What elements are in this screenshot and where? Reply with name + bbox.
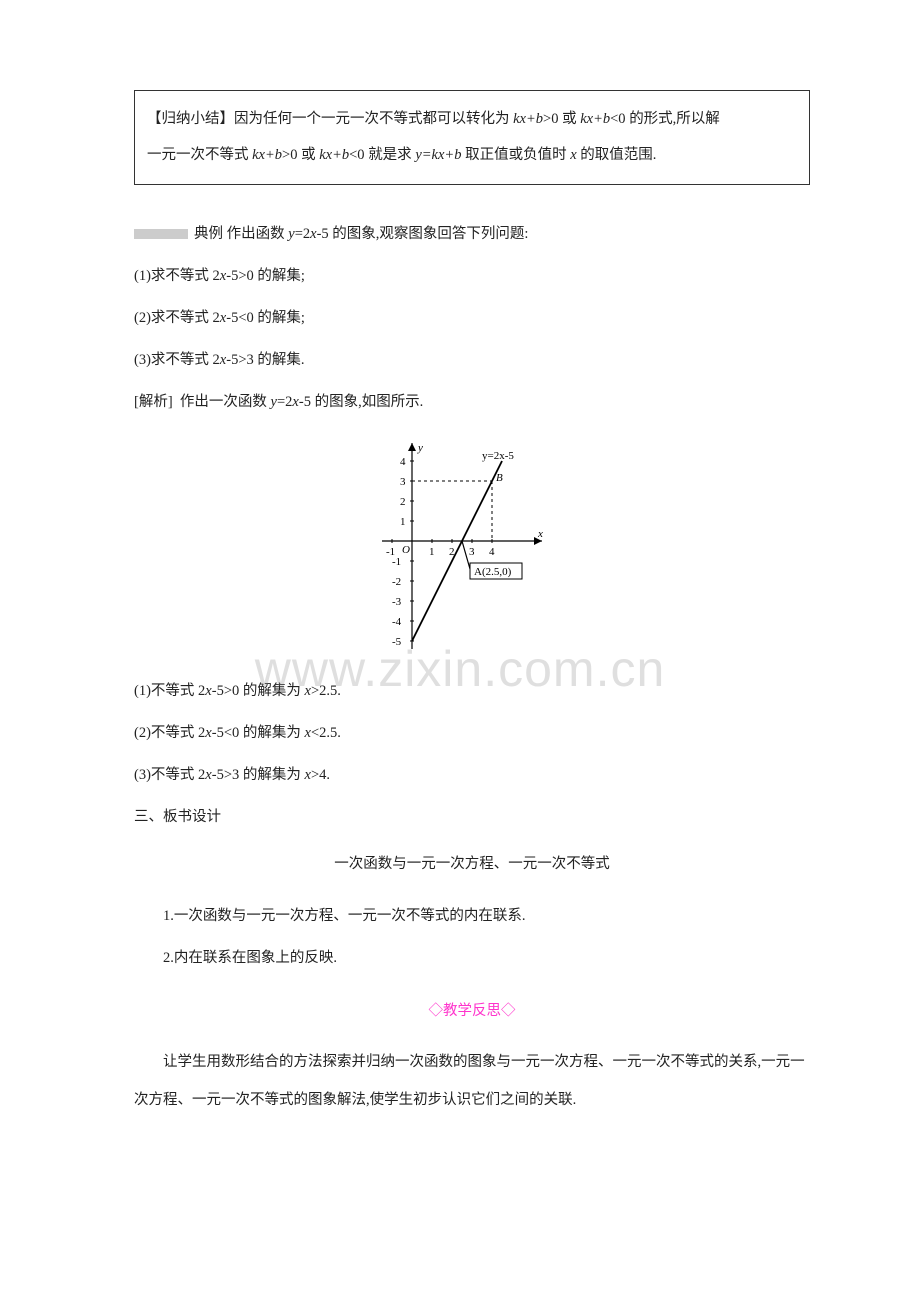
y-eq-kxb: y=kx+b: [415, 147, 461, 163]
bullet-2: 2.内在联系在图象上的反映.: [134, 937, 810, 979]
svg-text:x: x: [537, 528, 543, 540]
box-line2-mid: 就是求: [365, 147, 416, 163]
lt0-2: <0: [349, 147, 364, 163]
kx-b-3: kx+b: [252, 147, 282, 163]
summary-box: 【归纳小结】因为任何一个一元一次不等式都可以转化为 kx+b>0 或 kx+b<…: [134, 90, 810, 185]
svg-text:3: 3: [400, 476, 406, 488]
svg-text:-3: -3: [392, 596, 402, 608]
analysis-label: [解析]: [134, 394, 173, 410]
graph-container: -1 1 2 3 4 1 2 3 4 -1 -2 -3 -4 -5 O x y …: [134, 431, 810, 656]
svg-text:-1: -1: [392, 556, 401, 568]
bullet-1: 1.一次函数与一元一次方程、一元一次不等式的内在联系.: [134, 895, 810, 937]
lt0-1: <0: [610, 111, 625, 127]
box-line2-tail: 取正值或负值时: [461, 147, 570, 163]
kx-b-4: kx+b: [319, 147, 349, 163]
svg-text:2: 2: [400, 496, 406, 508]
kx-b-2: kx+b: [580, 111, 610, 127]
example-icon: [134, 229, 188, 239]
kx-b-1: kx+b: [513, 111, 543, 127]
analysis-line: [解析] 作出一次函数 y=2x-5 的图象,如图所示.: [134, 381, 810, 423]
section-3: 三、板书设计: [134, 796, 810, 838]
reflect-title: ◇教学反思◇: [134, 999, 810, 1020]
svg-text:-5: -5: [392, 636, 402, 648]
ans3: (3)不等式 2x-5>3 的解集为 x>4.: [134, 754, 810, 796]
box-line1-pre: 【归纳小结】因为任何一个一元一次不等式都可以转化为: [147, 111, 513, 127]
svg-text:y: y: [417, 442, 423, 454]
svg-text:B: B: [496, 472, 503, 484]
example-line: 典例 作出函数 y=2x-5 的图象,观察图象回答下列问题:: [134, 213, 810, 255]
example-fn: y: [288, 226, 294, 242]
example-prompt-pre: 作出函数: [223, 226, 288, 242]
box-line1-post: 的形式,所以解: [626, 111, 720, 127]
example-prompt-post: 的图象,观察图象回答下列问题:: [329, 226, 529, 242]
or-2: 或: [297, 147, 319, 163]
q1: (1)求不等式 2x-5>0 的解集;: [134, 255, 810, 297]
svg-text:y=2x-5: y=2x-5: [482, 450, 514, 462]
svg-text:A(2.5,0): A(2.5,0): [474, 566, 512, 578]
gt0-2: >0: [282, 147, 297, 163]
box-line2-end: 的取值范围.: [577, 147, 657, 163]
svg-text:1: 1: [400, 516, 406, 528]
gt0-1: >0: [543, 111, 558, 127]
center-title: 一次函数与一元一次方程、一元一次不等式: [134, 852, 810, 873]
svg-text:-2: -2: [392, 576, 401, 588]
reflect-body: 让学生用数形结合的方法探索并归纳一次函数的图象与一元一次方程、一元一次不等式的关…: [134, 1044, 810, 1119]
ans2: (2)不等式 2x-5<0 的解集为 x<2.5.: [134, 712, 810, 754]
q3: (3)求不等式 2x-5>3 的解集.: [134, 339, 810, 381]
svg-text:O: O: [402, 544, 410, 556]
svg-text:4: 4: [400, 456, 406, 468]
example-label: 典例: [194, 226, 223, 242]
or-1: 或: [558, 111, 580, 127]
function-graph: -1 1 2 3 4 1 2 3 4 -1 -2 -3 -4 -5 O x y …: [362, 431, 582, 651]
svg-text:1: 1: [429, 546, 435, 558]
q2: (2)求不等式 2x-5<0 的解集;: [134, 297, 810, 339]
svg-text:-4: -4: [392, 616, 402, 628]
box-line2-pre: 一元一次不等式: [147, 147, 252, 163]
ans1: (1)不等式 2x-5>0 的解集为 x>2.5.: [134, 670, 810, 712]
svg-text:3: 3: [469, 546, 475, 558]
svg-text:4: 4: [489, 546, 495, 558]
